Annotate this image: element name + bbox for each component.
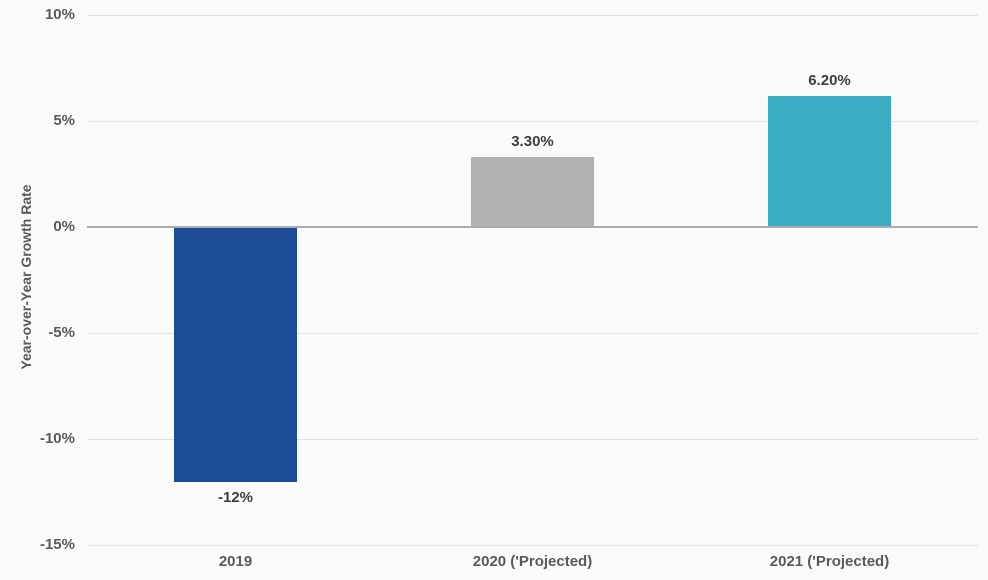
y-tick-label: 5%	[53, 112, 75, 129]
bar	[768, 95, 891, 226]
y-tick-label: 10%	[44, 6, 75, 23]
gridline	[87, 121, 978, 122]
y-tick-label: 0%	[53, 218, 75, 235]
bar-value-label: 6.20%	[808, 71, 851, 89]
gridline	[87, 545, 978, 546]
y-tick-label: -5%	[48, 324, 75, 341]
x-tick-label: 2020 ('Projected)	[472, 553, 593, 570]
gridline	[87, 333, 978, 334]
x-tick-label: 2021 ('Projected)	[769, 553, 890, 570]
bar-value-label: -12%	[217, 489, 254, 507]
bar	[471, 157, 594, 226]
bar	[174, 228, 297, 483]
bar-value-label: 3.30%	[511, 133, 554, 151]
gridline	[87, 15, 978, 16]
zero-gridline	[87, 226, 978, 228]
x-tick-label: 2019	[218, 553, 253, 570]
y-tick-label: -10%	[39, 430, 75, 447]
y-tick-label: -15%	[39, 536, 75, 553]
gridline	[87, 439, 978, 440]
